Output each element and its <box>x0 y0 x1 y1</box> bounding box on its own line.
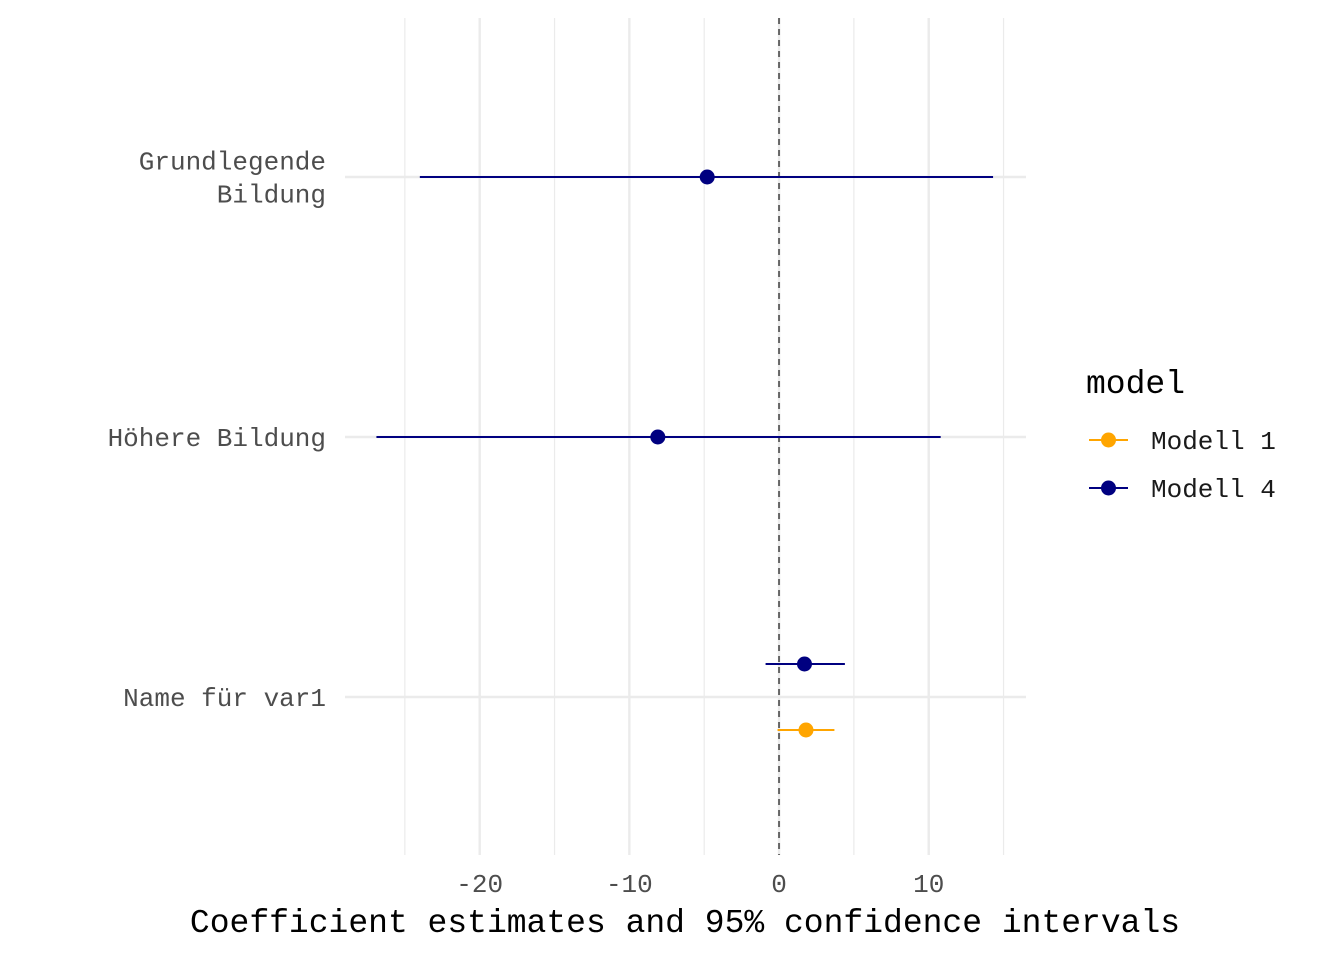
estimate-point-modell-4 <box>699 169 715 185</box>
legend-key-point <box>1101 480 1116 496</box>
x-tick-label: -10 <box>606 870 653 900</box>
legend-label: Modell 4 <box>1151 475 1276 505</box>
y-tick-label: Höhere Bildung <box>108 424 326 454</box>
y-tick-label: Name für var1 <box>123 684 326 714</box>
legend-label: Modell 1 <box>1151 427 1276 457</box>
estimate-point-modell-4 <box>796 656 812 672</box>
legend: model Modell 1 Modell 4 <box>1086 366 1276 505</box>
legend-key-point <box>1101 432 1116 448</box>
marks-layer <box>376 169 994 738</box>
x-tick-labels: -20 -10 0 10 <box>456 870 944 900</box>
legend-title: model <box>1086 366 1185 403</box>
x-tick-label: 0 <box>771 870 787 900</box>
legend-item-modell-1: Modell 1 <box>1089 427 1276 457</box>
estimate-point-modell-1 <box>798 722 814 738</box>
x-tick-label: -20 <box>456 870 503 900</box>
x-axis-title: Coefficient estimates and 95% confidence… <box>190 905 1180 942</box>
legend-item-modell-4: Modell 4 <box>1089 475 1276 505</box>
y-tick-label: Grundlegende Bildung <box>139 148 326 211</box>
x-tick-label: 10 <box>913 870 944 900</box>
estimate-point-modell-4 <box>650 429 666 445</box>
y-tick-labels: Grundlegende Bildung Höhere Bildung Name fü… <box>108 148 326 715</box>
